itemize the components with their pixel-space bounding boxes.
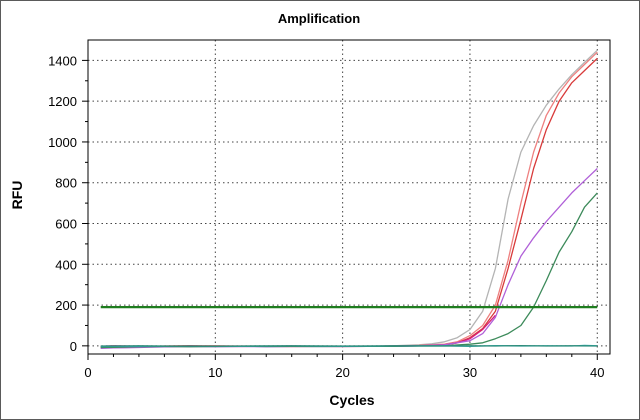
- y-tick-label: 400: [55, 257, 77, 272]
- y-tick-label: 0: [70, 339, 77, 354]
- series-line: [100, 51, 598, 349]
- y-tick-label: 600: [55, 217, 77, 232]
- x-axis-label: Cycles: [329, 392, 374, 408]
- series-line: [100, 344, 598, 347]
- series-line: [100, 49, 598, 349]
- y-tick-label: 800: [55, 176, 77, 191]
- series-line: [100, 314, 496, 348]
- y-tick-label: 1200: [48, 94, 77, 109]
- series-lines: [100, 49, 598, 349]
- axis-ticks: 0 200 400 600 800 1000 1200 1400 0 10 20 30 40: [48, 53, 604, 380]
- x-tick-label: 0: [84, 365, 91, 380]
- x-tick-label: 10: [208, 365, 222, 380]
- plot-area: [87, 39, 611, 355]
- series-line: [100, 192, 598, 349]
- y-tick-label: 200: [55, 298, 77, 313]
- x-tick-label: 40: [590, 365, 604, 380]
- chart-title: Amplification: [278, 11, 360, 26]
- y-axis-label: RFU: [9, 181, 25, 210]
- x-tick-label: 30: [463, 365, 477, 380]
- y-tick-label: 1000: [48, 135, 77, 150]
- x-tick-label: 20: [335, 365, 349, 380]
- y-tick-label: 1400: [48, 53, 77, 68]
- series-line: [100, 57, 598, 349]
